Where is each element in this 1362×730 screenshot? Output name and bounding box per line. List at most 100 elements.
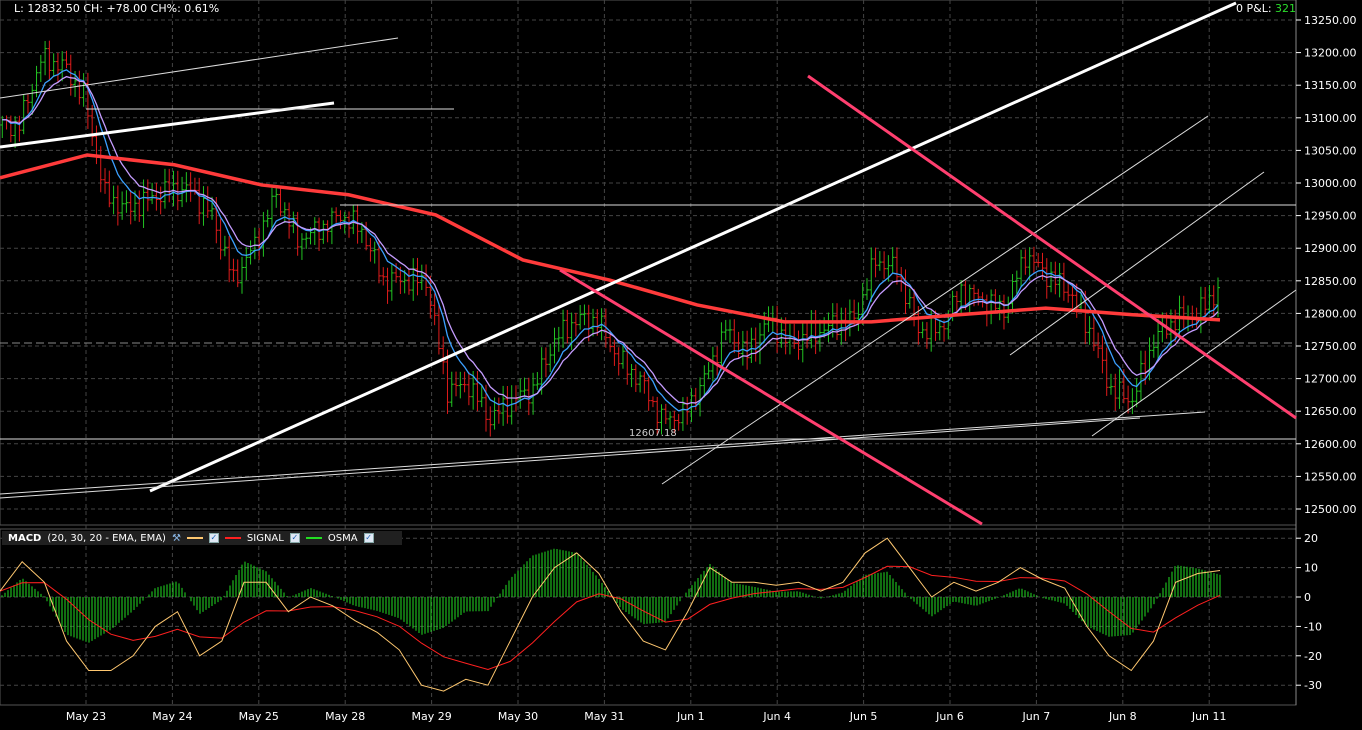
candle (916, 305, 921, 345)
trend-line (0, 37, 399, 99)
candle (595, 309, 600, 336)
candle (689, 388, 694, 423)
candle (38, 54, 43, 82)
y-tick-label: 13050.00 (1304, 144, 1357, 157)
candle (646, 376, 651, 411)
candle (428, 275, 433, 319)
signal-swatch (224, 537, 241, 539)
candle (162, 168, 167, 209)
candle (441, 336, 446, 375)
candle (274, 186, 279, 208)
candle (1113, 373, 1118, 411)
candle (368, 237, 373, 262)
candle (663, 403, 668, 425)
candle (1177, 295, 1182, 336)
candle (633, 364, 638, 393)
trend-line (661, 115, 1209, 485)
candle (591, 308, 596, 337)
candle (672, 410, 677, 434)
candle (244, 247, 249, 281)
trend-line (0, 101, 335, 149)
candle (201, 186, 206, 226)
y-tick-label: 12800.00 (1304, 307, 1357, 320)
x-tick-label: Jun 5 (849, 710, 878, 723)
settings-wrench-icon[interactable]: ⚒ (171, 532, 181, 544)
candle (47, 40, 52, 80)
candle (85, 72, 90, 129)
candle (612, 339, 617, 366)
candle (103, 168, 108, 194)
candle (411, 258, 416, 301)
ema-mid-line (2, 75, 1219, 405)
candle (81, 73, 86, 107)
candle (1057, 262, 1062, 298)
pnl-value: 321 (1275, 2, 1297, 15)
candle (745, 330, 750, 370)
x-tick-label: Jun 6 (935, 710, 964, 723)
candle (398, 266, 403, 294)
osma-label: OSMA (327, 532, 358, 544)
candle (976, 288, 981, 306)
candle (317, 217, 322, 251)
candle (740, 330, 745, 366)
candle (907, 288, 912, 309)
candle (796, 330, 801, 360)
candle (723, 319, 728, 341)
candle (582, 304, 587, 326)
macd-legend: MACD (20, 30, 20 - EMA, EMA) ⚒ ✓ SIGNAL … (2, 531, 402, 545)
candle (351, 204, 356, 235)
candle (847, 299, 852, 337)
candle (205, 186, 210, 218)
candle (1027, 247, 1032, 280)
candle (873, 247, 878, 278)
candle (1100, 335, 1105, 374)
y-tick-label: 12750.00 (1304, 340, 1357, 353)
candle (1036, 253, 1041, 268)
candle (775, 305, 780, 353)
candle (432, 293, 437, 326)
candle (620, 345, 625, 369)
signal-label: SIGNAL (246, 532, 284, 544)
candle (1070, 283, 1075, 309)
candle (51, 53, 56, 78)
candle (287, 202, 292, 239)
candle (312, 217, 317, 245)
candle (188, 172, 193, 202)
candle (466, 371, 471, 406)
candle (501, 385, 506, 426)
candle (877, 251, 882, 271)
candle (856, 302, 861, 332)
ma-long-line (0, 153, 1221, 324)
candle (295, 211, 300, 256)
candle (1061, 262, 1066, 301)
osma-visible-checkbox[interactable]: ✓ (363, 533, 374, 543)
macd-visible-checkbox[interactable]: ✓ (208, 533, 219, 543)
candle (1126, 385, 1131, 414)
candle (924, 322, 929, 349)
low-price-annotation: 12607.18 (629, 428, 677, 439)
x-tick-label: Jun 4 (762, 710, 791, 723)
candle (864, 278, 869, 300)
ema-fast-line (2, 69, 1219, 412)
candle (890, 247, 895, 274)
signal-visible-checkbox[interactable]: ✓ (289, 533, 300, 543)
candle (1156, 318, 1161, 361)
candle (629, 364, 634, 388)
x-tick-label: May 31 (584, 710, 624, 723)
candle (732, 319, 737, 354)
candle (1044, 258, 1049, 299)
candle (903, 269, 908, 315)
candle (462, 371, 467, 393)
candle (227, 236, 232, 283)
candle (449, 371, 454, 407)
y-tick-label: 13000.00 (1304, 177, 1357, 190)
candle (989, 289, 994, 325)
candle (638, 371, 643, 393)
candle (197, 177, 202, 225)
candle (710, 346, 715, 382)
candle (475, 370, 480, 412)
candle (299, 233, 304, 260)
macd-params: (20, 30, 20 - EMA, EMA) (47, 532, 166, 544)
candle (137, 190, 142, 222)
candle (269, 187, 274, 231)
